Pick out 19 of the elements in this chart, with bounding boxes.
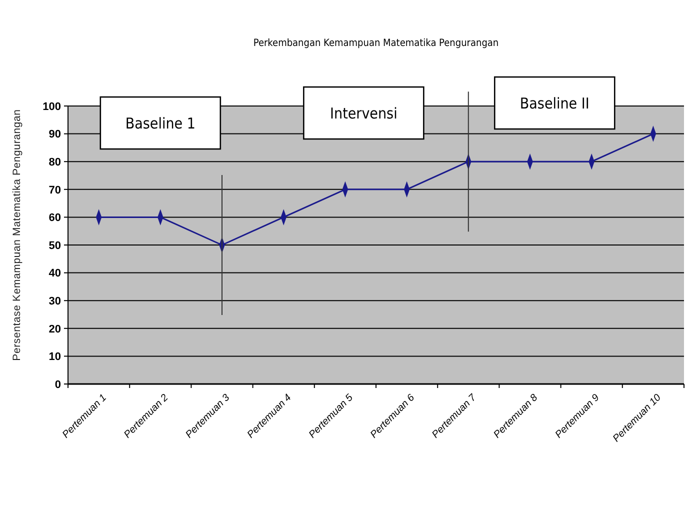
annotation: Intervensi (330, 104, 398, 122)
y-tick-label: 90 (48, 128, 61, 141)
label-box: Baseline 1 (100, 96, 222, 150)
chart-title: Perkembangan Kemampuan Matematika Pengurangan (253, 38, 499, 49)
y-tick-label: 40 (48, 268, 61, 280)
y-tick-label: 10 (48, 351, 61, 364)
annotation: Baseline 1 (125, 114, 196, 132)
y-tick-label: 0 (54, 378, 61, 391)
annotation: Baseline II (520, 94, 590, 112)
y-tick-label: 100 (42, 100, 61, 113)
y-tick-label: 70 (48, 184, 61, 196)
label-box: Intervensi (303, 86, 424, 140)
y-tick-label: 30 (48, 295, 61, 308)
label-box: Baseline II (494, 76, 616, 130)
y-axis-title: Persentase Kemampuan Matematika Pengurangan (11, 109, 23, 361)
y-tick-label: 20 (48, 323, 61, 336)
y-tick-label: 50 (48, 240, 61, 252)
y-tick-label: 60 (48, 212, 61, 224)
y-tick-label: 80 (48, 156, 61, 168)
